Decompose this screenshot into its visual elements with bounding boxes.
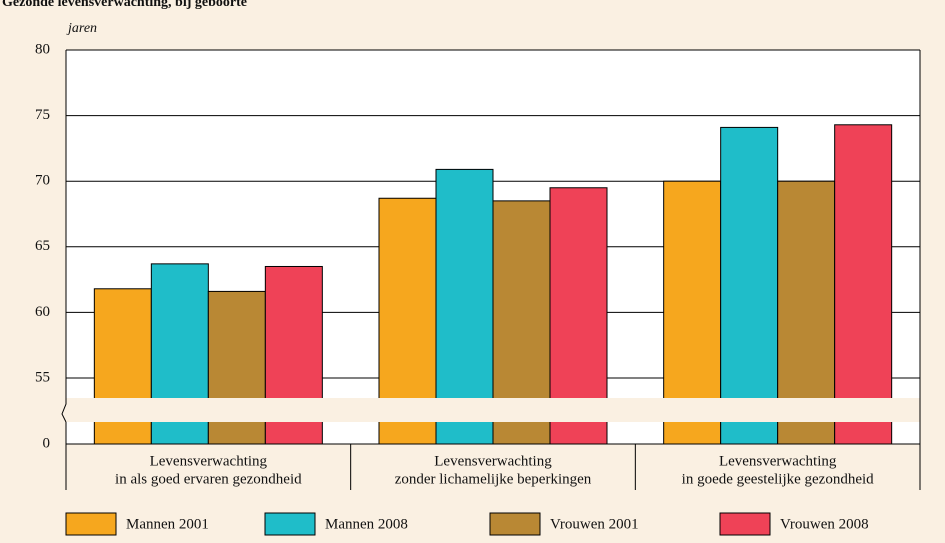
bar <box>720 126 779 445</box>
x-tick-label: Levensverwachting <box>719 453 837 469</box>
legend-swatch <box>65 512 117 536</box>
legend-label: Vrouwen 2001 <box>550 516 639 532</box>
legend-swatch <box>489 512 541 536</box>
axis-break-mark <box>61 398 67 423</box>
legend-swatch <box>719 512 771 536</box>
y-axis-label: jaren <box>66 21 97 36</box>
x-tick-label: zonder lichamelijke beperkingen <box>395 471 592 487</box>
x-tick-label: Levensverwachting <box>434 453 552 469</box>
legend-swatch <box>264 512 316 536</box>
y-tick-label: 80 <box>35 41 50 57</box>
x-tick-label: in goede geestelijke gezondheid <box>682 471 875 487</box>
y-tick-label: 60 <box>35 304 50 320</box>
x-tick-label: in als goed ervaren gezondheid <box>115 471 302 487</box>
y-tick-label: 65 <box>35 238 50 254</box>
bar <box>834 124 893 445</box>
y-tick-label: 70 <box>35 173 50 189</box>
y-tick-label: 0 <box>43 435 51 451</box>
y-tick-label: 55 <box>35 369 50 385</box>
legend-label: Vrouwen 2008 <box>780 516 869 532</box>
legend-label: Mannen 2008 <box>325 516 408 532</box>
axis-break <box>56 398 922 422</box>
x-tick-label: Levensverwachting <box>150 453 268 469</box>
chart-title: Gezonde levensverwachting, bij geboorte <box>2 0 247 10</box>
y-tick-label: 75 <box>35 107 50 123</box>
legend-label: Mannen 2001 <box>126 516 209 532</box>
